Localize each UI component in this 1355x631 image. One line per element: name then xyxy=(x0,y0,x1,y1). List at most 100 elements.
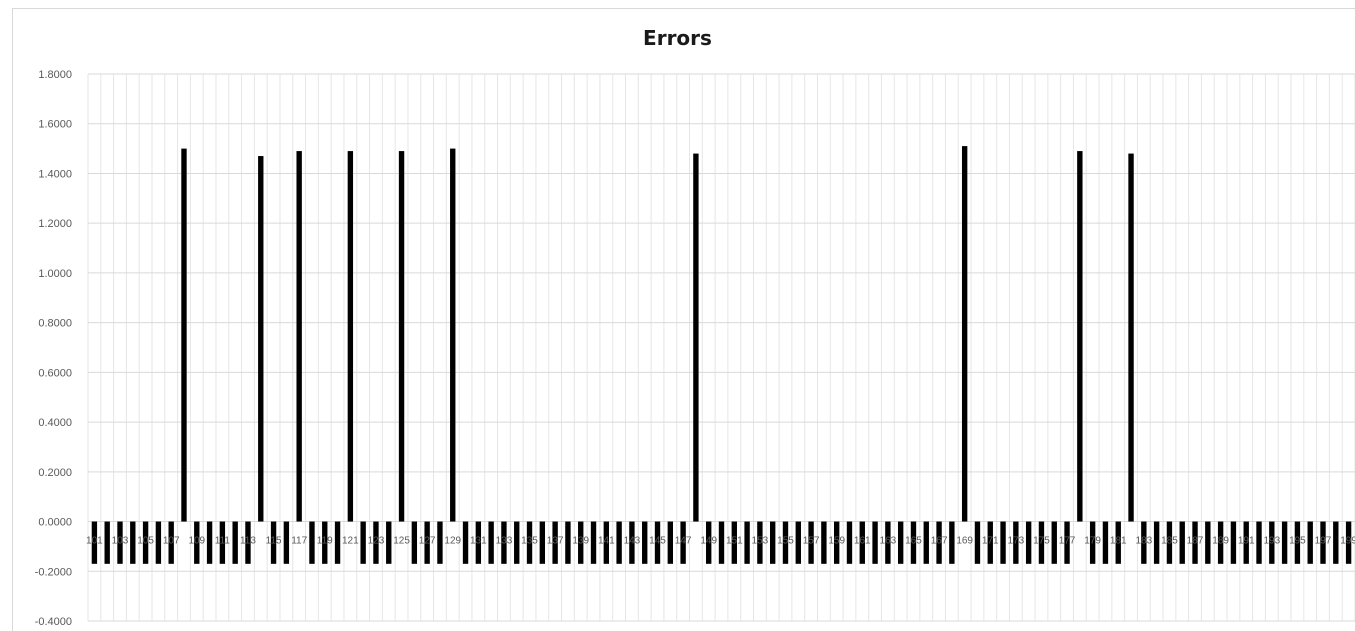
bar xyxy=(296,151,302,522)
bar xyxy=(770,521,776,564)
x-tick-label: 167 xyxy=(931,536,948,547)
bar xyxy=(910,521,917,564)
x-tick-label: 187 xyxy=(1187,536,1204,547)
bar xyxy=(91,521,98,564)
bar xyxy=(373,521,379,564)
x-tick-label: 125 xyxy=(393,536,410,547)
bar xyxy=(1294,521,1301,564)
bar xyxy=(859,521,865,564)
bar xyxy=(488,521,494,564)
bar xyxy=(424,521,430,564)
bar xyxy=(603,521,610,564)
x-tick-label: 175 xyxy=(1033,536,1050,547)
bar xyxy=(155,521,162,564)
bar xyxy=(1179,521,1185,564)
bar xyxy=(1307,521,1313,564)
x-tick-label: 105 xyxy=(137,536,154,547)
x-tick-label: 101 xyxy=(86,536,103,547)
y-tick-label: 1.0000 xyxy=(38,268,72,280)
y-tick-label: 1.4000 xyxy=(38,168,72,180)
bar xyxy=(1025,521,1032,564)
bar xyxy=(808,521,814,564)
bar xyxy=(1153,521,1160,564)
x-tick-label: 145 xyxy=(649,536,666,547)
x-tick-label: 197 xyxy=(1315,536,1332,547)
bar xyxy=(1269,521,1275,564)
bar xyxy=(680,521,686,564)
x-tick-label: 181 xyxy=(1110,536,1127,547)
bar xyxy=(642,521,648,564)
bar xyxy=(693,153,699,522)
x-tick-label: 199 xyxy=(1340,536,1355,547)
x-tick-label: 109 xyxy=(188,536,205,547)
bar xyxy=(897,521,904,564)
x-tick-label: 141 xyxy=(598,536,615,547)
bar xyxy=(552,521,558,564)
bar xyxy=(782,521,789,564)
x-tick-label: 133 xyxy=(496,536,513,547)
bar xyxy=(1000,521,1006,564)
bar xyxy=(360,521,366,564)
bar xyxy=(1141,521,1147,564)
bar xyxy=(590,521,597,564)
bar xyxy=(616,521,622,564)
bar xyxy=(1205,521,1211,564)
bar xyxy=(949,521,955,564)
bar xyxy=(334,521,341,564)
bars xyxy=(91,146,1352,564)
bar xyxy=(258,156,264,522)
bar xyxy=(142,521,149,564)
x-tick-label: 143 xyxy=(624,536,641,547)
x-tick-label: 123 xyxy=(368,536,385,547)
bar xyxy=(1243,521,1249,564)
bar xyxy=(578,521,584,564)
x-tick-label: 129 xyxy=(444,536,461,547)
bar xyxy=(1345,521,1352,564)
x-tick-label: 119 xyxy=(317,536,333,547)
bar xyxy=(437,521,443,564)
x-tick-label: 147 xyxy=(675,536,692,547)
bar xyxy=(398,151,405,522)
bar xyxy=(1115,521,1121,564)
bar xyxy=(1064,521,1070,564)
x-axis-tick-labels: 101 103 105 107 109 111 113 115 117 119 121 123 125 1… xyxy=(86,536,1355,547)
y-tick-label: 0.0000 xyxy=(38,517,72,529)
x-tick-label: 149 xyxy=(700,536,717,547)
bar xyxy=(309,521,315,564)
bar xyxy=(885,521,891,564)
x-tick-label: 161 xyxy=(854,536,871,547)
bar xyxy=(731,521,737,564)
x-tick-label: 137 xyxy=(547,536,564,547)
x-tick-label: 121 xyxy=(342,536,359,547)
bar xyxy=(283,521,290,564)
x-tick-label: 173 xyxy=(1008,536,1025,547)
x-tick-label: 139 xyxy=(572,536,589,547)
bar xyxy=(936,521,942,564)
bar xyxy=(1089,521,1096,564)
x-tick-label: 183 xyxy=(1135,536,1152,547)
bar xyxy=(181,148,187,522)
x-tick-label: 163 xyxy=(880,536,897,547)
bar xyxy=(1051,521,1057,564)
bar xyxy=(757,521,763,564)
bar xyxy=(872,521,878,564)
bar xyxy=(974,521,981,564)
bar xyxy=(1166,521,1173,564)
x-tick-label: 107 xyxy=(163,536,180,547)
bar xyxy=(961,146,968,522)
x-tick-label: 157 xyxy=(803,536,820,547)
y-axis-tick-labels: -0.4000 -0.2000 0.0000 0.2000 0.4000 0.6000 0.… xyxy=(35,69,72,628)
x-tick-label: 135 xyxy=(521,536,538,547)
y-tick-label: 1.6000 xyxy=(38,119,72,131)
x-tick-label: 153 xyxy=(752,536,769,547)
y-tick-label: 1.2000 xyxy=(38,218,72,230)
x-tick-label: 185 xyxy=(1161,536,1178,547)
bar xyxy=(245,521,251,564)
x-tick-label: 189 xyxy=(1212,536,1229,547)
bar xyxy=(168,521,174,564)
bar xyxy=(411,521,418,564)
bar xyxy=(565,521,571,564)
bar xyxy=(347,151,354,522)
bar xyxy=(667,521,673,564)
